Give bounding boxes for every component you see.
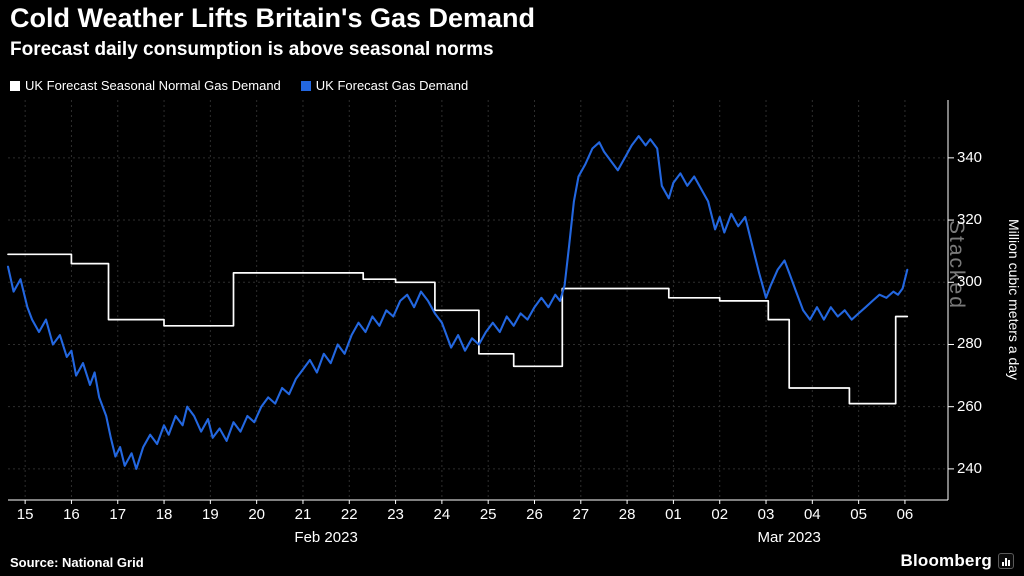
- legend-swatch-blue: [300, 80, 311, 91]
- x-tick-label: 02: [711, 506, 729, 523]
- y-tick-label: 260: [957, 397, 983, 415]
- legend-label-forecast-demand: UK Forecast Gas Demand: [315, 78, 469, 93]
- x-tick-label: 15: [16, 506, 34, 523]
- legend: UK Forecast Seasonal Normal Gas Demand U…: [10, 78, 468, 93]
- legend-item-seasonal-normal: UK Forecast Seasonal Normal Gas Demand: [10, 78, 281, 93]
- x-tick-label: 23: [387, 506, 404, 523]
- x-tick-label: 25: [479, 506, 497, 523]
- x-tick-label: 04: [803, 506, 821, 523]
- x-tick-label: 28: [618, 506, 636, 523]
- y-axis-title: Million cubic meters a day: [1006, 219, 1022, 381]
- x-tick-label: 05: [850, 506, 867, 523]
- stacked-watermark: Stacked: [945, 220, 968, 310]
- legend-swatch-white: [10, 80, 20, 91]
- y-tick-label: 240: [957, 459, 983, 477]
- legend-item-forecast-demand: UK Forecast Gas Demand: [300, 78, 469, 93]
- month-label-feb: Feb 2023: [294, 529, 358, 546]
- source-credit: Source: National Grid: [10, 555, 144, 570]
- x-tick-label: 22: [340, 506, 358, 523]
- x-tick-label: 26: [526, 506, 543, 523]
- chart-title: Cold Weather Lifts Britain's Gas Demand: [10, 3, 536, 33]
- x-tick-label: 06: [896, 506, 914, 523]
- bloomberg-logo: Bloomberg: [900, 551, 1014, 571]
- x-tick-label: 03: [757, 506, 775, 523]
- month-label-mar: Mar 2023: [757, 529, 821, 546]
- bloomberg-terminal-icon: [998, 553, 1014, 569]
- legend-label-seasonal-normal: UK Forecast Seasonal Normal Gas Demand: [25, 78, 281, 93]
- x-tick-label: 16: [63, 506, 80, 523]
- y-tick-label: 340: [957, 148, 983, 166]
- x-tick-label: 17: [109, 506, 127, 523]
- x-tick-label: 24: [433, 506, 451, 523]
- x-tick-label: 27: [572, 506, 590, 523]
- x-tick-label: 20: [248, 506, 265, 523]
- x-tick-label: 01: [665, 506, 682, 523]
- y-tick-label: 300: [957, 273, 983, 291]
- x-tick-label: 18: [155, 506, 173, 523]
- x-tick-label: 19: [202, 506, 219, 523]
- x-tick-label: 21: [294, 506, 312, 523]
- y-tick-label: 320: [957, 211, 983, 229]
- y-tick-label: 280: [957, 335, 983, 353]
- chart-subtitle: Forecast daily consumption is above seas…: [10, 39, 494, 60]
- bloomberg-wordmark: Bloomberg: [900, 551, 992, 570]
